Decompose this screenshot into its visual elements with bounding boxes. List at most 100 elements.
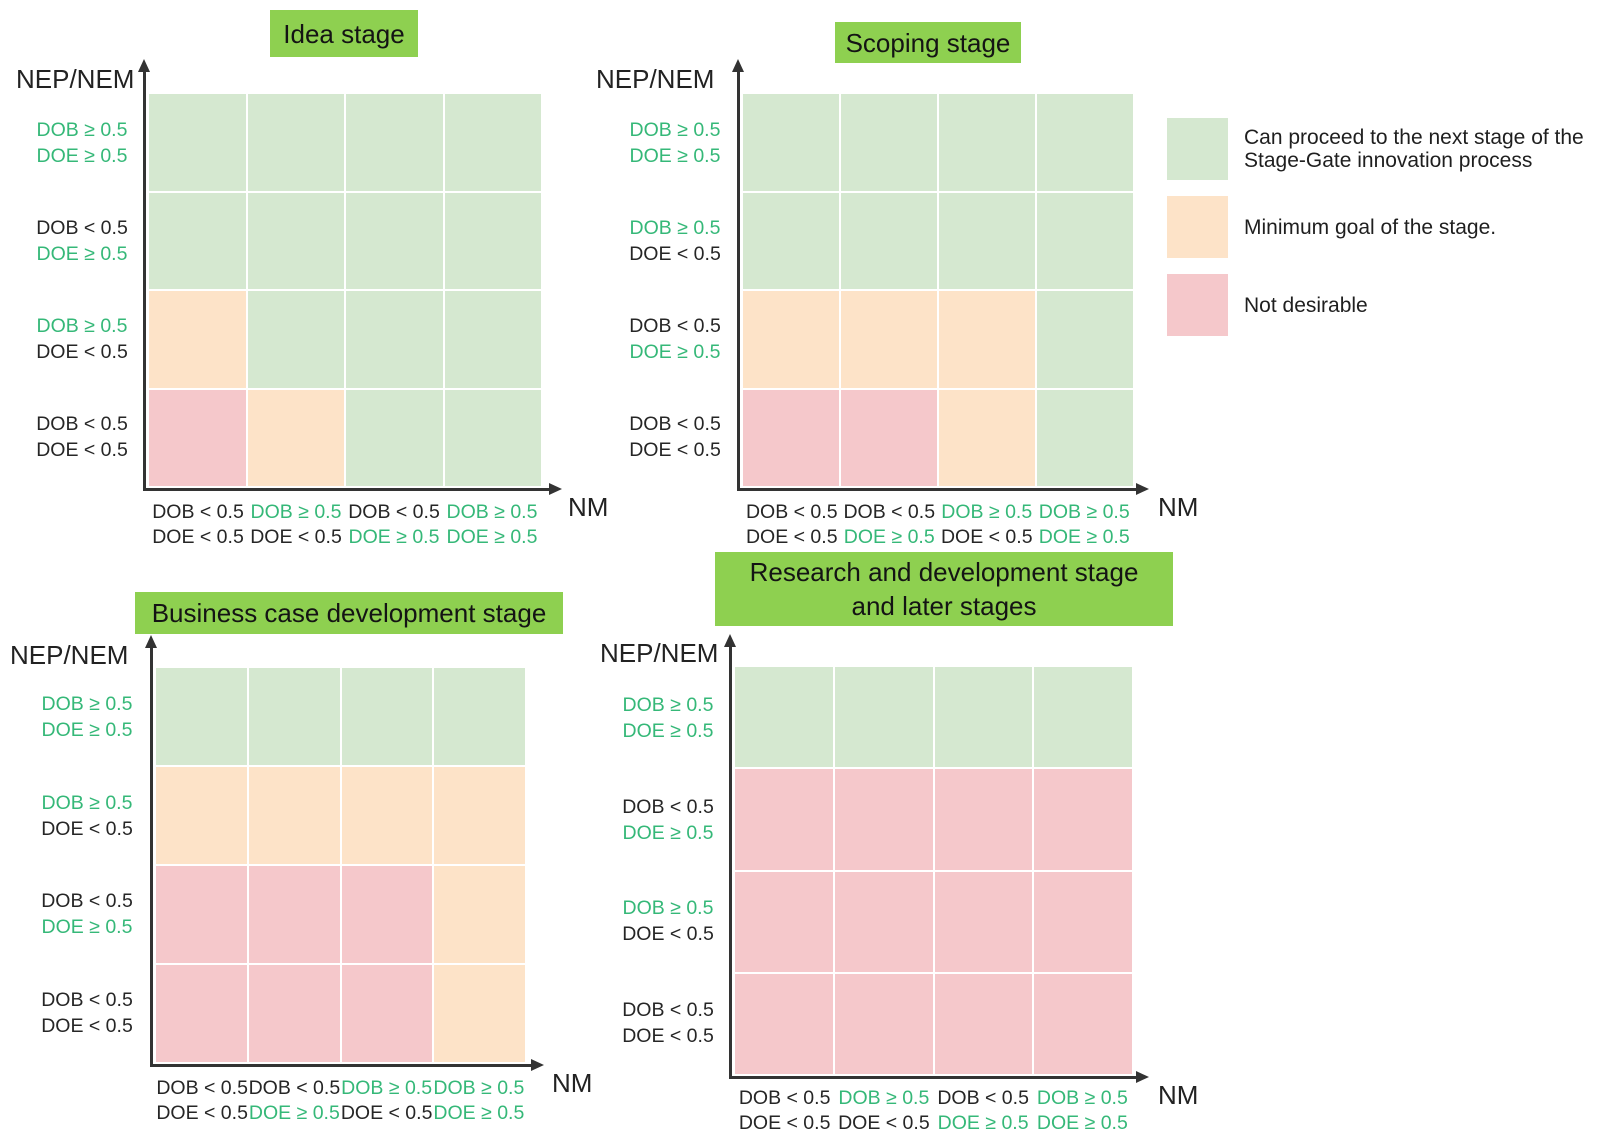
- matrix-grid: [743, 94, 1133, 486]
- row-label-line: DOB < 0.5: [629, 413, 721, 435]
- column-label-line: DOE ≥ 0.5: [1036, 1112, 1128, 1134]
- column-label: DOB ≥ 0.5 DOE ≥ 0.5: [443, 500, 541, 550]
- column-label-line: DOE < 0.5: [250, 526, 342, 548]
- legend-label-line: Stage-Gate innovation process: [1244, 149, 1533, 172]
- matrix-cell: [934, 871, 1033, 972]
- column-labels: DOB < 0.5 DOE < 0.5 DOB < 0.5 DOE ≥ 0.5 …: [156, 1076, 525, 1126]
- matrix-cell: [1034, 973, 1132, 1074]
- column-label-line: DOB ≥ 0.5: [941, 501, 1033, 523]
- matrix-cell: [247, 94, 344, 191]
- column-label-line: DOB ≥ 0.5: [838, 1087, 930, 1109]
- row-label-line: DOE ≥ 0.5: [41, 719, 133, 742]
- matrix-cell: [444, 389, 541, 486]
- column-label-line: DOE ≥ 0.5: [446, 526, 538, 548]
- matrix-cell: [248, 965, 340, 1062]
- column-label-line: DOE < 0.5: [156, 1102, 248, 1124]
- row-label-line: DOB < 0.5: [41, 988, 133, 1011]
- column-label-line: DOE ≥ 0.5: [843, 526, 935, 548]
- matrix-cell: [434, 866, 525, 963]
- matrix-cell: [156, 767, 247, 864]
- column-label: DOB ≥ 0.5 DOE ≥ 0.5: [1033, 1086, 1132, 1136]
- matrix-cell: [1037, 291, 1133, 388]
- row-label: DOB ≥ 0.5 DOE ≥ 0.5: [618, 94, 732, 192]
- matrix-cell: [743, 291, 839, 388]
- column-label-line: DOB < 0.5: [738, 1087, 831, 1109]
- row-label: DOB ≥ 0.5 DOE ≥ 0.5: [25, 94, 139, 192]
- column-labels: DOB < 0.5 DOE < 0.5 DOB < 0.5 DOE ≥ 0.5 …: [743, 500, 1133, 550]
- matrix-cell: [156, 866, 247, 963]
- matrix-cell: [434, 767, 525, 864]
- row-label-line: DOE < 0.5: [629, 439, 721, 461]
- stage-title-text: Business case development stage: [151, 598, 547, 628]
- row-label-line: DOE ≥ 0.5: [36, 145, 128, 167]
- column-label-line: DOB < 0.5: [843, 501, 936, 523]
- column-labels: DOB < 0.5 DOE < 0.5 DOB ≥ 0.5 DOE < 0.5 …: [735, 1086, 1132, 1136]
- y-axis: [724, 634, 736, 1078]
- legend-label-line: Not desirable: [1244, 293, 1368, 317]
- column-label: DOB ≥ 0.5 DOE < 0.5: [247, 500, 345, 550]
- matrix-cell: [834, 769, 933, 870]
- matrix-cell: [149, 389, 246, 486]
- column-label-line: DOB < 0.5: [348, 501, 440, 523]
- column-label-line: DOB < 0.5: [248, 1077, 341, 1099]
- row-label-line: DOB < 0.5: [622, 999, 714, 1022]
- matrix-cell: [743, 94, 839, 191]
- column-label: DOB < 0.5 DOE < 0.5: [735, 1086, 834, 1136]
- matrix-cell: [939, 94, 1035, 191]
- row-label-line: DOB ≥ 0.5: [622, 693, 714, 716]
- column-label-line: DOB < 0.5: [152, 501, 244, 523]
- matrix-cell: [1034, 871, 1132, 972]
- row-label-line: DOB ≥ 0.5: [41, 693, 133, 716]
- legend-label-line: Minimum goal of the stage.: [1244, 215, 1497, 239]
- matrix-cell: [444, 94, 541, 191]
- matrix-cell: [939, 192, 1035, 289]
- matrix-cell: [149, 192, 246, 289]
- column-label-line: DOE ≥ 0.5: [348, 526, 440, 548]
- row-label: DOB < 0.5 DOE < 0.5: [25, 388, 139, 486]
- row-label: DOB ≥ 0.5 DOE ≥ 0.5: [612, 667, 724, 769]
- y-axis: [138, 59, 150, 491]
- matrix-cell: [434, 668, 525, 765]
- row-label-line: DOE < 0.5: [622, 1025, 714, 1048]
- stage-title: Research and development stage and later…: [715, 552, 1173, 626]
- legend-swatch-orange: [1167, 196, 1228, 258]
- column-label: DOB < 0.5 DOE < 0.5: [156, 1076, 248, 1126]
- column-label-line: DOB ≥ 0.5: [250, 501, 342, 523]
- column-label-line: DOE ≥ 0.5: [937, 1112, 1029, 1134]
- matrix-cell: [346, 94, 443, 191]
- row-label: DOB ≥ 0.5 DOE < 0.5: [612, 871, 724, 973]
- matrix-cell: [743, 192, 839, 289]
- matrix-cell: [934, 973, 1033, 1074]
- matrix-cell: [247, 291, 344, 388]
- row-label: DOB < 0.5 DOE ≥ 0.5: [28, 865, 146, 964]
- row-label-line: DOB ≥ 0.5: [36, 119, 128, 141]
- matrix-cell: [346, 291, 443, 388]
- matrix-cell: [841, 94, 937, 191]
- row-label: DOB < 0.5 DOE ≥ 0.5: [612, 769, 724, 871]
- y-axis-label: NEP/NEM: [16, 64, 135, 94]
- column-label-line: DOB < 0.5: [156, 1077, 248, 1099]
- column-label-line: DOE < 0.5: [838, 1112, 930, 1134]
- row-label-line: DOE ≥ 0.5: [622, 719, 714, 742]
- matrix-cell: [934, 769, 1033, 870]
- row-label-line: DOE ≥ 0.5: [41, 916, 133, 939]
- legend-label: Not desirable: [1244, 294, 1368, 317]
- column-label: DOB < 0.5 DOE < 0.5: [743, 500, 841, 550]
- matrix-cell: [1037, 94, 1133, 191]
- row-labels: DOB ≥ 0.5 DOE ≥ 0.5 DOB ≥ 0.5 DOE < 0.5 …: [618, 94, 732, 486]
- row-label-line: DOE < 0.5: [41, 1014, 133, 1037]
- y-axis-label: NEP/NEM: [10, 640, 129, 670]
- matrix-cell: [248, 767, 340, 864]
- matrix-cell: [841, 389, 937, 486]
- row-label-line: DOB < 0.5: [41, 890, 133, 913]
- column-label-line: DOB ≥ 0.5: [1036, 1087, 1128, 1109]
- matrix-grid: [156, 668, 525, 1062]
- row-labels: DOB ≥ 0.5 DOE ≥ 0.5 DOB < 0.5 DOE ≥ 0.5 …: [25, 94, 139, 486]
- row-label: DOB < 0.5 DOE < 0.5: [28, 964, 146, 1063]
- column-labels: DOB < 0.5 DOE < 0.5 DOB ≥ 0.5 DOE < 0.5 …: [149, 500, 541, 550]
- row-label-line: DOB ≥ 0.5: [629, 217, 721, 239]
- row-label-line: DOE < 0.5: [36, 439, 128, 461]
- row-label: DOB ≥ 0.5 DOE < 0.5: [25, 290, 139, 388]
- matrix-cell: [939, 389, 1035, 486]
